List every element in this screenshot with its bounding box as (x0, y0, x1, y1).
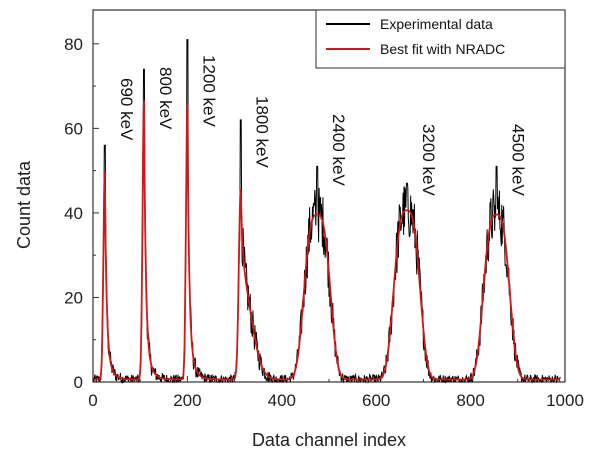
y-axis-title: Count data (14, 160, 34, 249)
x-tick-label: 0 (88, 391, 97, 410)
peak-label: 2400 keV (329, 114, 348, 186)
experimental-data-line (93, 39, 561, 384)
legend-label-fit: Best fit with NRADC (380, 41, 505, 57)
best-fit-line (93, 100, 561, 381)
legend: Experimental data Best fit with NRADC (315, 9, 566, 69)
peak-label: 690 keV (117, 78, 136, 141)
experimental-data-series (93, 39, 561, 384)
x-tick-label: 200 (173, 391, 201, 410)
x-tick-label: 800 (456, 391, 484, 410)
x-axis-title: Data channel index (252, 430, 406, 450)
peak-annotations: 690 keV 800 keV 1200 keV 1800 keV 2400 keV 32… (117, 55, 528, 196)
y-tick-label: 80 (64, 35, 83, 54)
y-tick-label: 40 (64, 204, 83, 223)
y-tick-label: 20 (64, 288, 83, 307)
peak-label: 4500 keV (509, 124, 528, 196)
legend-box (315, 9, 566, 69)
axis-ticks: 0 200 400 600 800 1000 0 20 40 60 80 (64, 35, 584, 410)
x-tick-label: 1000 (546, 391, 584, 410)
peak-label: 3200 keV (419, 124, 438, 196)
y-tick-label: 0 (74, 373, 83, 392)
legend-label-experimental: Experimental data (380, 16, 493, 32)
x-tick-label: 400 (268, 391, 296, 410)
peak-label: 1800 keV (253, 96, 272, 168)
y-tick-label: 60 (64, 119, 83, 138)
peak-label: 800 keV (156, 67, 175, 130)
peak-label: 1200 keV (199, 55, 218, 127)
x-tick-label: 600 (362, 391, 390, 410)
best-fit-series (93, 100, 561, 381)
